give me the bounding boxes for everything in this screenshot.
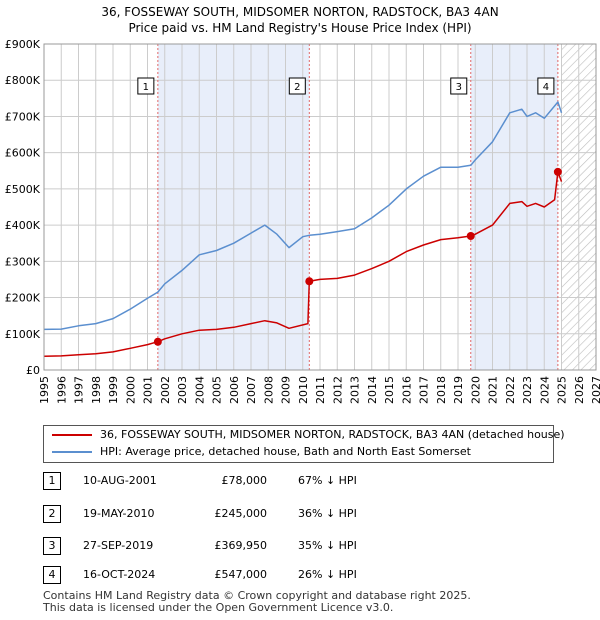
sale-label-box: [537, 77, 555, 95]
price-chart: £0 £100K £200K £300K £400K £500K £600K £700K £80…: [5, 38, 600, 404]
transaction-price: £369,950: [214, 539, 268, 552]
sale-label-number: 1: [143, 82, 149, 93]
x-tick-label: 2017: [418, 376, 431, 404]
plot-frame: [43, 43, 597, 371]
sale-label-number: 3: [456, 82, 462, 93]
y-tick-label: £800K: [5, 74, 41, 87]
legend-swatch-hpi: [52, 451, 92, 453]
transaction-number: 1: [43, 472, 61, 490]
sale-point: [305, 277, 314, 286]
transaction-number: 4: [43, 566, 61, 584]
x-tick-label: 2001: [142, 376, 155, 404]
sale-label-number: 2: [294, 82, 300, 93]
y-tick-label: £100K: [5, 328, 41, 341]
transaction-hpi-diff: 35% ↓ HPI: [298, 539, 357, 552]
x-tick-label: 2022: [504, 376, 517, 404]
sale-label-number: 4: [543, 82, 549, 93]
legend-label-hpi: HPI: Average price, detached house, Bath…: [100, 445, 471, 458]
x-tick-label: 2003: [176, 376, 189, 404]
x-tick-label: 2023: [521, 376, 534, 404]
x-tick-label: 2013: [349, 376, 362, 404]
sale-label-box: [137, 77, 155, 95]
chart-title-line1: 36, FOSSEWAY SOUTH, MIDSOMER NORTON, RAD…: [101, 5, 499, 19]
hpi-line: [43, 101, 563, 331]
x-tick-label: 2008: [262, 376, 275, 404]
y-tick-label: £0: [26, 364, 40, 377]
transaction-date: 19-MAY-2010: [83, 507, 155, 520]
transaction-date: 27-SEP-2019: [83, 539, 154, 552]
sale-label-box: [288, 77, 306, 95]
y-tick-label: £700K: [5, 110, 41, 123]
x-tick-label: 2024: [538, 376, 551, 404]
x-tick-label: 2026: [573, 376, 586, 404]
x-tick-label: 2016: [400, 376, 413, 404]
y-tick-label: £600K: [5, 147, 41, 160]
legend-swatch-property: [52, 434, 92, 436]
x-tick-label: 1997: [73, 376, 86, 404]
x-tick-label: 2015: [383, 376, 396, 404]
transaction-price: £78,000: [221, 474, 268, 487]
y-tick-label: £900K: [5, 38, 41, 51]
x-tick-label: 2018: [435, 376, 448, 404]
x-tick-label: 2021: [487, 376, 500, 404]
transaction-date: 16-OCT-2024: [83, 568, 156, 581]
transaction-number: 3: [43, 537, 61, 555]
x-tick-label: 2007: [245, 376, 258, 404]
x-tick-label: 2025: [556, 376, 569, 404]
transaction-hpi-diff: 36% ↓ HPI: [298, 507, 357, 520]
x-tick-label: 1996: [55, 376, 68, 404]
x-tick-label: 2005: [211, 376, 224, 404]
x-tick-label: 1995: [38, 376, 51, 404]
x-tick-label: 2019: [452, 376, 465, 404]
transaction-hpi-diff: 26% ↓ HPI: [298, 568, 357, 581]
y-tick-label: £200K: [5, 292, 41, 305]
x-tick-label: 2004: [193, 376, 206, 404]
legend-label-property: 36, FOSSEWAY SOUTH, MIDSOMER NORTON, RAD…: [100, 428, 565, 441]
x-tick-label: 2011: [314, 376, 327, 404]
transaction-date: 10-AUG-2001: [83, 474, 157, 487]
transaction-price: £547,000: [214, 568, 268, 581]
legend: 36, FOSSEWAY SOUTH, MIDSOMER NORTON, RAD…: [43, 425, 565, 463]
x-tick-label: 2020: [469, 376, 482, 404]
sale-point: [553, 167, 562, 176]
chart-title-line2: Price paid vs. HM Land Registry's House …: [128, 21, 472, 35]
x-tick-label: 2002: [159, 376, 172, 404]
x-tick-label: 1998: [90, 376, 103, 404]
y-tick-label: £300K: [5, 255, 41, 268]
x-tick-label: 2012: [331, 376, 344, 404]
transaction-price: £245,000: [214, 507, 268, 520]
sale-label-box: [450, 77, 468, 95]
y-tick-label: £400K: [5, 219, 41, 232]
transaction-number: 2: [43, 505, 61, 523]
y-tick-label: £500K: [5, 183, 41, 196]
x-tick-label: 1999: [107, 376, 120, 404]
sale-point: [466, 231, 475, 240]
x-tick-label: 2010: [297, 376, 310, 404]
x-tick-label: 2027: [590, 376, 600, 404]
sale-point: [153, 337, 162, 346]
x-tick-label: 2006: [228, 376, 241, 404]
x-tick-label: 2009: [280, 376, 293, 404]
transaction-hpi-diff: 67% ↓ HPI: [298, 474, 357, 487]
footer-copyright: Contains HM Land Registry data © Crown c…: [43, 589, 471, 614]
x-tick-label: 2000: [124, 376, 137, 404]
x-tick-label: 2014: [366, 376, 379, 404]
property-price-line: [43, 171, 563, 357]
